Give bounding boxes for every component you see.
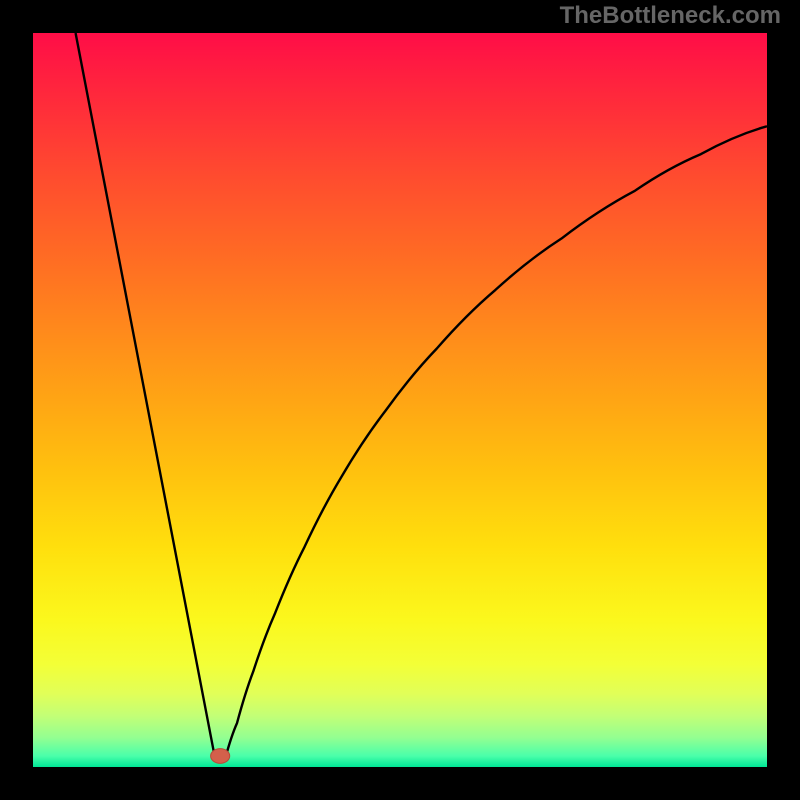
watermark-text: TheBottleneck.com	[560, 2, 781, 30]
plot-area	[33, 33, 767, 767]
chart-frame: TheBottleneck.com	[0, 0, 800, 800]
min-marker	[211, 749, 230, 764]
bottleneck-curve	[76, 33, 767, 762]
curve-layer	[33, 33, 767, 767]
